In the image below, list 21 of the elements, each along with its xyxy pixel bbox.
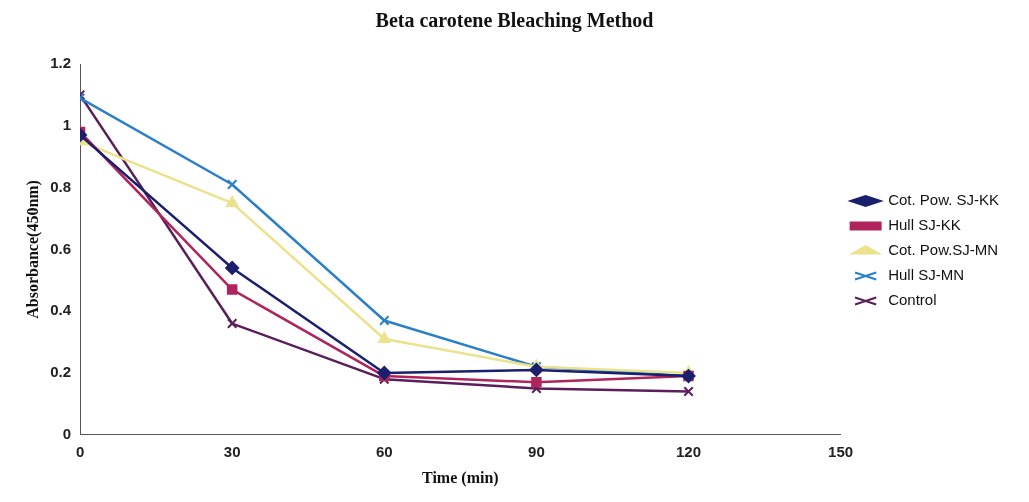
x-tick-label: 60 xyxy=(375,442,393,460)
legend-label: Cot. Pow.SJ-MN xyxy=(888,241,999,259)
y-tick-label: 1 xyxy=(62,115,72,133)
x-tick-label: 0 xyxy=(75,442,85,460)
legend-label: Hull SJ-MN xyxy=(888,266,964,284)
chart-title: Beta carotene Bleaching Method xyxy=(375,9,654,33)
x-tick-label: 30 xyxy=(223,442,241,460)
x-axis-title: Time (min) xyxy=(422,468,499,487)
x-tick-label: 120 xyxy=(676,442,702,460)
y-tick-label: 0.6 xyxy=(50,239,72,257)
y-tick-label: 0 xyxy=(62,424,72,442)
x-tick-label: 90 xyxy=(528,442,545,460)
legend-label: Hull SJ-KK xyxy=(888,216,961,234)
y-tick-label: 0.8 xyxy=(50,177,72,195)
legend-label: Control xyxy=(888,291,937,309)
y-axis-title: Absorbance(450nm) xyxy=(23,180,42,319)
y-tick-label: 1.2 xyxy=(50,54,72,72)
legend-label: Cot. Pow. SJ-KK xyxy=(888,191,999,209)
y-tick-label: 0.2 xyxy=(50,363,72,381)
x-tick-label: 150 xyxy=(828,442,854,460)
y-tick-label: 0.4 xyxy=(50,301,72,319)
